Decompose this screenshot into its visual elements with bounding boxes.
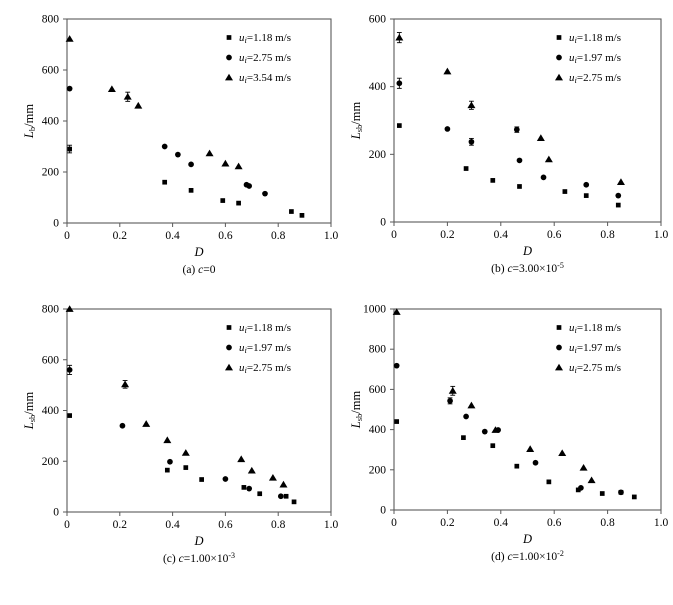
svg-text:0.6: 0.6	[218, 519, 233, 531]
svg-text:0.8: 0.8	[600, 517, 615, 529]
svg-text:400: 400	[42, 405, 60, 417]
svg-text:ui=3.54 m/s: ui=3.54 m/s	[239, 72, 291, 85]
svg-text:1.0: 1.0	[654, 229, 669, 241]
svg-text:0: 0	[380, 217, 386, 229]
svg-text:0.6: 0.6	[218, 230, 233, 242]
svg-text:(b) c=3.00×10-5: (b) c=3.00×10-5	[491, 261, 564, 275]
svg-text:Lsb/mm: Lsb/mm	[349, 102, 364, 141]
svg-text:0.2: 0.2	[440, 229, 455, 241]
svg-text:0: 0	[64, 519, 70, 531]
svg-text:D: D	[193, 534, 203, 548]
svg-text:D: D	[522, 532, 532, 546]
svg-text:800: 800	[369, 344, 387, 356]
svg-text:0.4: 0.4	[494, 517, 509, 529]
svg-text:0.8: 0.8	[271, 230, 286, 242]
svg-text:0.4: 0.4	[165, 230, 180, 242]
svg-text:800: 800	[42, 14, 60, 26]
svg-text:200: 200	[42, 456, 60, 468]
svg-text:(d) c=1.00×10-2: (d) c=1.00×10-2	[491, 549, 564, 563]
svg-text:600: 600	[42, 354, 60, 366]
svg-text:200: 200	[369, 149, 387, 161]
svg-text:200: 200	[369, 464, 387, 476]
svg-text:Lsb/mm: Lsb/mm	[22, 392, 37, 431]
svg-text:ui=2.75 m/s: ui=2.75 m/s	[239, 362, 291, 375]
svg-text:Lb/mm: Lb/mm	[22, 104, 37, 139]
svg-text:400: 400	[369, 81, 387, 93]
svg-text:ui=1.97 m/s: ui=1.97 m/s	[569, 52, 621, 65]
svg-text:ui=1.97 m/s: ui=1.97 m/s	[239, 342, 291, 355]
svg-text:ui=1.18 m/s: ui=1.18 m/s	[239, 32, 291, 45]
svg-text:1.0: 1.0	[324, 230, 339, 242]
svg-text:1.0: 1.0	[324, 519, 339, 531]
svg-text:0: 0	[391, 229, 397, 241]
svg-text:600: 600	[369, 384, 387, 396]
svg-text:D: D	[193, 245, 203, 259]
svg-text:0.4: 0.4	[494, 229, 509, 241]
svg-text:400: 400	[42, 116, 60, 128]
svg-text:(c) c=1.00×10-3: (c) c=1.00×10-3	[163, 551, 235, 565]
svg-text:D: D	[522, 244, 532, 258]
svg-text:0.2: 0.2	[113, 519, 128, 531]
svg-text:ui=2.75 m/s: ui=2.75 m/s	[239, 52, 291, 65]
svg-text:0.4: 0.4	[165, 519, 180, 531]
svg-text:ui=1.97 m/s: ui=1.97 m/s	[569, 342, 621, 355]
svg-text:ui=1.18 m/s: ui=1.18 m/s	[239, 322, 291, 335]
svg-text:600: 600	[42, 65, 60, 77]
svg-text:ui=1.18 m/s: ui=1.18 m/s	[569, 322, 621, 335]
svg-text:1.0: 1.0	[654, 517, 669, 529]
svg-text:0: 0	[53, 507, 59, 519]
svg-text:Lsb/mm: Lsb/mm	[349, 391, 364, 430]
svg-text:0: 0	[53, 218, 59, 230]
svg-text:0.6: 0.6	[547, 517, 562, 529]
svg-text:0.8: 0.8	[271, 519, 286, 531]
svg-text:ui=2.75 m/s: ui=2.75 m/s	[569, 72, 621, 85]
svg-text:0.8: 0.8	[600, 229, 615, 241]
svg-text:ui=1.18 m/s: ui=1.18 m/s	[569, 32, 621, 45]
svg-text:0.2: 0.2	[113, 230, 128, 242]
svg-text:(a) c=0: (a) c=0	[183, 264, 216, 276]
svg-text:0.2: 0.2	[440, 517, 455, 529]
svg-text:0: 0	[64, 230, 70, 242]
svg-text:400: 400	[369, 424, 387, 436]
svg-text:0: 0	[391, 517, 397, 529]
svg-text:ui=2.75 m/s: ui=2.75 m/s	[569, 362, 621, 375]
svg-text:800: 800	[42, 304, 60, 316]
svg-text:0.6: 0.6	[547, 229, 562, 241]
svg-text:600: 600	[369, 14, 387, 26]
svg-text:200: 200	[42, 167, 60, 179]
svg-text:1000: 1000	[363, 304, 386, 316]
svg-text:0: 0	[380, 505, 386, 517]
